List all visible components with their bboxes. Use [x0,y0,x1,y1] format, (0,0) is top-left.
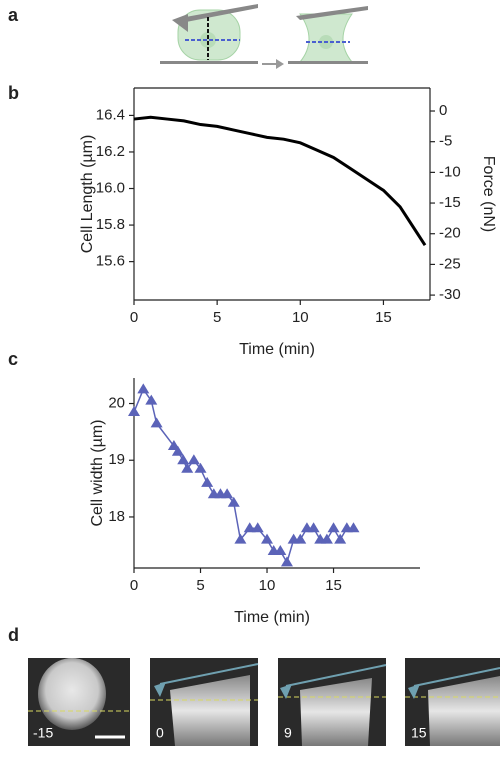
data-point [171,445,184,456]
data-point [177,454,190,465]
y-tick-label: 16.0 [96,179,125,196]
x-tick-label: 15 [375,309,392,326]
data-point [347,522,360,533]
image-label: 15 [411,725,427,741]
x-tick-label: 0 [130,577,138,594]
y2-tick-label: 0 [439,102,447,119]
x-axis-title: Time (min) [239,341,315,358]
data-point [251,522,264,533]
panel-label: d [8,625,19,645]
data-point [201,476,214,487]
y-tick-label: 16.2 [96,143,125,160]
data-point [150,417,163,428]
y-tick-label: 16.4 [96,106,125,123]
data-point [137,383,150,394]
x-tick-label: 10 [259,577,276,594]
y-axis-title: Cell width (µm) [89,419,106,526]
y-tick-label: 15.6 [96,253,125,270]
data-point [128,406,140,417]
schematic [160,4,368,69]
data-point [145,394,158,405]
data-point [221,488,234,499]
y-tick-label: 15.8 [96,216,125,233]
image-label: 9 [284,725,292,741]
data-point [280,556,293,567]
panel-label: b [8,83,19,103]
data-point [334,533,347,544]
y-axis-title: Cell Length (µm) [79,135,96,254]
micrographs [28,658,500,746]
data-point [320,533,333,544]
x-tick-label: 0 [130,309,138,326]
y2-axis-title: Force (nN) [480,156,497,232]
image-label: -15 [33,725,53,741]
x-axis-title: Time (min) [234,609,310,626]
image-label: 0 [156,725,164,741]
data-point [181,462,194,473]
y-tick-label: 20 [108,394,125,411]
panel-label: c [8,349,18,369]
data-point [187,454,200,465]
x-tick-label: 5 [196,577,204,594]
data-point [194,462,207,473]
x-tick-label: 15 [325,577,342,594]
y2-tick-label: -15 [439,194,461,211]
data-point [234,533,247,544]
data-point [294,533,307,544]
data-point [307,522,320,533]
y2-tick-label: -30 [439,286,461,303]
data-point [261,533,274,544]
y2-tick-label: -25 [439,255,461,272]
series-line [133,115,427,246]
y-tick-label: 18 [108,508,125,525]
y-tick-label: 19 [108,451,125,468]
data-point [327,522,340,533]
data-point [243,522,256,533]
x-tick-label: 5 [213,309,221,326]
data-point [227,496,240,507]
data-point [274,544,287,555]
y2-tick-label: -10 [439,163,461,180]
x-tick-label: 10 [292,309,309,326]
panel-label: a [8,5,19,25]
y2-tick-label: -20 [439,225,461,242]
y2-tick-label: -5 [439,133,452,150]
